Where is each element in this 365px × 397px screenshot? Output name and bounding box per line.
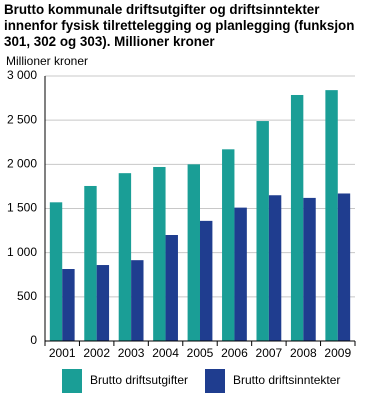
chart-title: Brutto kommunale driftsutgifter og drift… [4, 2, 355, 49]
bar [131, 260, 144, 341]
bar [325, 90, 338, 341]
bar [222, 149, 235, 341]
y-tick-label: 2 000 [7, 157, 37, 171]
bar [153, 166, 166, 341]
bar [49, 202, 63, 341]
x-tick-label: 2004 [152, 346, 179, 360]
bar [200, 220, 213, 341]
x-tick-label: 2002 [83, 346, 110, 360]
y-tick-label: 0 [30, 333, 37, 347]
x-tick-label: 2005 [187, 346, 214, 360]
y-tick-label: 2 500 [7, 112, 37, 126]
x-tick-label: 2009 [324, 346, 351, 360]
x-tick-label: 2003 [118, 346, 145, 360]
x-tick-label: 2006 [221, 346, 248, 360]
y-tick-label: 3 000 [7, 68, 37, 82]
bar [96, 265, 110, 341]
legend-swatch [205, 369, 225, 393]
x-tick-label: 2008 [290, 346, 317, 360]
bar [256, 121, 269, 341]
y-tick-label: 1 500 [7, 201, 37, 215]
bar [118, 173, 132, 341]
bar [337, 193, 351, 341]
bar [84, 185, 97, 341]
bar [165, 235, 178, 341]
bar [62, 269, 75, 341]
bar [268, 195, 282, 341]
legend-label: Brutto driftsutgifter [90, 373, 188, 387]
bar [234, 207, 247, 341]
bar [303, 197, 316, 341]
legend-swatch [62, 369, 82, 393]
x-tick-label: 2001 [49, 346, 76, 360]
y-axis-label: Millioner kroner [6, 54, 88, 68]
x-tick-label: 2007 [256, 346, 283, 360]
bar [187, 164, 200, 341]
y-tick-label: 1 000 [7, 245, 37, 259]
bar [290, 94, 304, 341]
legend-label: Brutto driftsinntekter [233, 373, 340, 387]
y-tick-label: 500 [17, 289, 37, 303]
